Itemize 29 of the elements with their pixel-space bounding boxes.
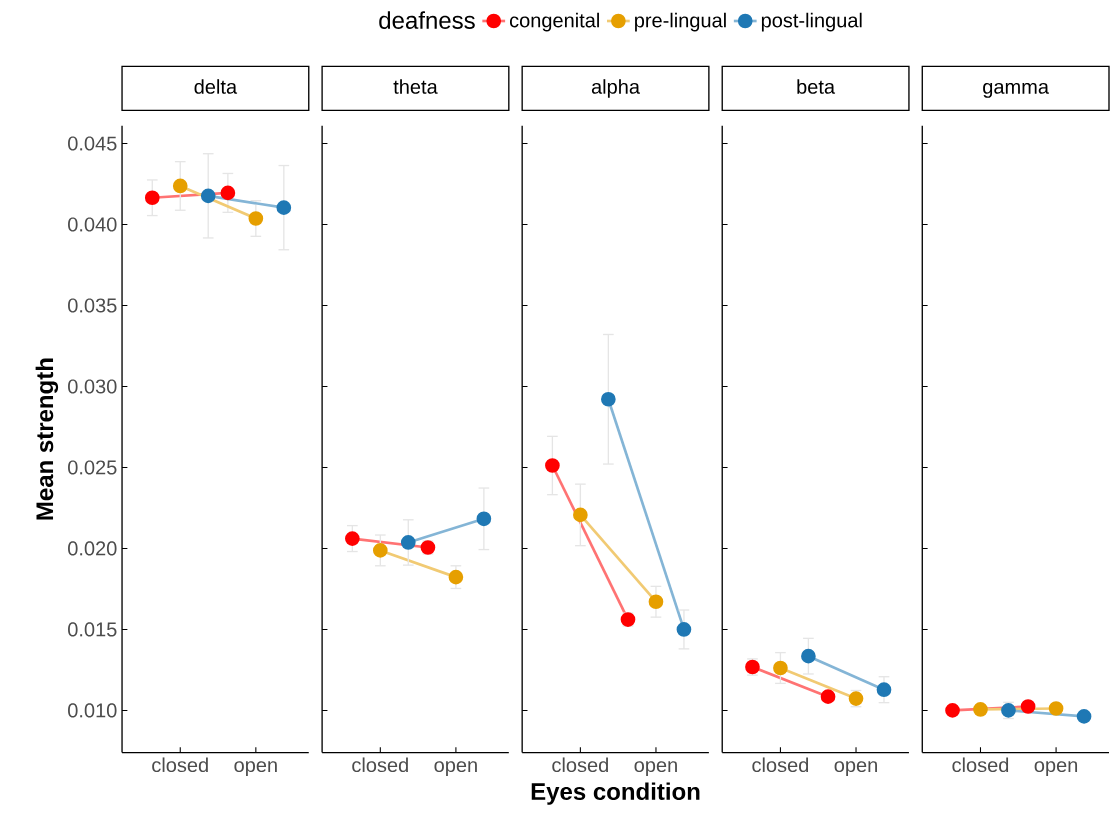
legend-label: post-lingual [761, 12, 862, 32]
x-tick-label: closed [752, 757, 809, 773]
x-tick-label: open [234, 761, 277, 777]
x-tick-label: open [1034, 761, 1078, 777]
x-tick-label: open [834, 761, 877, 777]
y-tick-label: 0.015 [68, 622, 117, 637]
legend-label: congenital [509, 12, 599, 32]
y-tick-label: 0.040 [68, 217, 117, 232]
x-tick-label: closed [352, 757, 408, 773]
chart-title: gamma [983, 83, 1049, 99]
y-tick-label: 0.035 [68, 298, 117, 313]
legend-label: pre-lingual [635, 12, 726, 32]
x-tick-label: closed [952, 757, 1009, 773]
y-tick-label: 0.020 [68, 541, 117, 556]
y-tick-label: 0.010 [68, 703, 117, 718]
y-tick-label: 0.030 [68, 379, 117, 394]
y-axis-title: Mean strength [35, 358, 59, 520]
y-tick-label: 0.045 [68, 136, 117, 151]
legend-title: deafness [379, 11, 475, 30]
chart-title: beta [797, 79, 836, 95]
y-tick-label: 0.025 [68, 460, 117, 475]
x-axis-title: Eyes condition [531, 782, 700, 806]
x-tick-label: open [634, 761, 677, 777]
x-tick-label: closed [552, 757, 608, 773]
chart-title: theta [393, 79, 438, 95]
x-tick-label: open [434, 761, 477, 777]
x-tick-label: closed [152, 757, 208, 773]
chart-title: alpha [591, 79, 640, 99]
chart-title: delta [194, 79, 238, 95]
